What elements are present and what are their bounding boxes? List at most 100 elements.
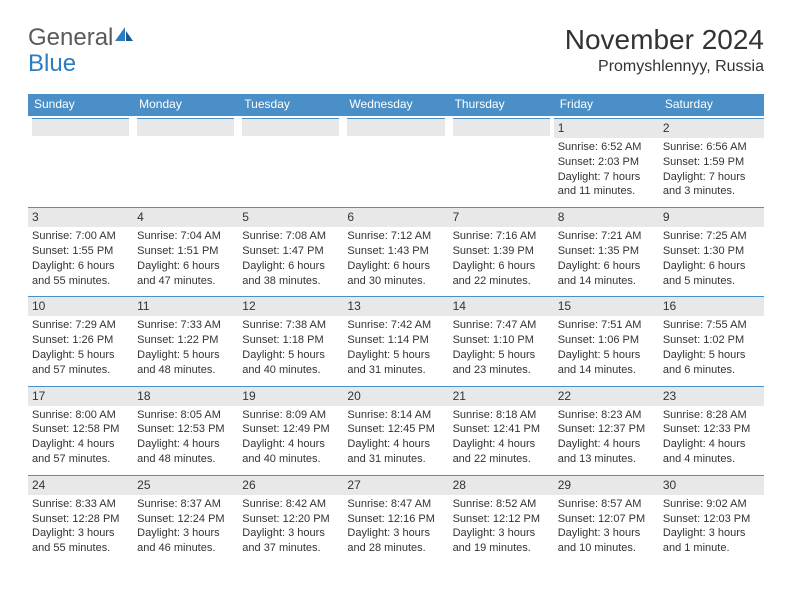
day-cell: 9Sunrise: 7:25 AMSunset: 1:30 PMDaylight… [659,205,764,294]
day-info: Sunrise: 8:09 AMSunset: 12:49 PMDaylight… [242,408,339,467]
sunset-text: Sunset: 1:55 PM [32,244,129,259]
location: Promyshlennyy, Russia [565,58,764,76]
week-row: 1 Sunrise: 6:52 AMSunset: 2:03 PMDaylight… [28,116,764,205]
daylight-text: Daylight: 4 hours and 4 minutes. [663,437,760,467]
week-row: 24 Sunrise: 8:33 AMSunset: 12:28 PMDaylig… [28,473,764,562]
day-number: 2 [663,121,670,135]
sunset-text: Sunset: 12:03 PM [663,512,760,527]
day-number: 15 [558,299,571,313]
day-cell: 11Sunrise: 7:33 AMSunset: 1:22 PMDayligh… [133,294,238,383]
sunrise-text: Sunrise: 8:33 AM [32,497,129,512]
day-cell: 12Sunrise: 7:38 AMSunset: 1:18 PMDayligh… [238,294,343,383]
daylight-text: Daylight: 6 hours and 14 minutes. [558,259,655,289]
sunset-text: Sunset: 12:33 PM [663,422,760,437]
daylight-text: Daylight: 3 hours and 46 minutes. [137,526,234,556]
day-number-row: 18 [133,386,238,406]
empty-daynum-spacer [242,118,339,136]
logo-text-general: General [28,24,113,52]
day-number: 5 [242,210,249,224]
day-cell-empty [238,116,343,205]
day-number-row: 26 [238,475,343,495]
day-number: 10 [32,299,45,313]
day-cell: 13Sunrise: 7:42 AMSunset: 1:14 PMDayligh… [343,294,448,383]
empty-daynum-spacer [453,118,550,136]
day-number-row: 24 [28,475,133,495]
day-number: 12 [242,299,255,313]
day-number-row: 16 [659,296,764,316]
daylight-text: Daylight: 6 hours and 5 minutes. [663,259,760,289]
sunrise-text: Sunrise: 8:18 AM [453,408,550,423]
day-info: Sunrise: 7:16 AMSunset: 1:39 PMDaylight:… [453,229,550,288]
sunset-text: Sunset: 12:24 PM [137,512,234,527]
day-info: Sunrise: 7:04 AMSunset: 1:51 PMDaylight:… [137,229,234,288]
sunrise-text: Sunrise: 7:08 AM [242,229,339,244]
sunset-text: Sunset: 12:12 PM [453,512,550,527]
sunrise-text: Sunrise: 8:47 AM [347,497,444,512]
week-row: 17Sunrise: 8:00 AMSunset: 12:58 PMDaylig… [28,384,764,473]
day-cell: 25Sunrise: 8:37 AMSunset: 12:24 PMDaylig… [133,473,238,562]
day-header: Tuesday [238,94,343,116]
sunset-text: Sunset: 12:58 PM [32,422,129,437]
sunrise-text: Sunrise: 9:02 AM [663,497,760,512]
day-number: 13 [347,299,360,313]
day-info: Sunrise: 7:29 AMSunset: 1:26 PMDaylight:… [32,318,129,377]
day-headers-row: SundayMondayTuesdayWednesdayThursdayFrid… [28,94,764,116]
day-header: Thursday [449,94,554,116]
sunset-text: Sunset: 1:43 PM [347,244,444,259]
sunset-text: Sunset: 1:59 PM [663,155,760,170]
day-cell-empty [133,116,238,205]
week-row: 10 Sunrise: 7:29 AMSunset: 1:26 PMDayligh… [28,294,764,383]
day-number: 24 [32,478,45,492]
sunset-text: Sunset: 1:26 PM [32,333,129,348]
day-number-row: 21 [449,386,554,406]
day-number-row: 5 [238,207,343,227]
day-number: 6 [347,210,354,224]
day-number: 26 [242,478,255,492]
day-number: 27 [347,478,360,492]
day-cell: 18 Sunrise: 8:05 AMSunset: 12:53 PMDaylig… [133,384,238,473]
day-number-row: 29 [554,475,659,495]
sunrise-text: Sunrise: 7:04 AM [137,229,234,244]
sunset-text: Sunset: 12:07 PM [558,512,655,527]
day-number-row: 23 [659,386,764,406]
sunrise-text: Sunrise: 8:42 AM [242,497,339,512]
day-number: 19 [242,389,255,403]
day-header: Monday [133,94,238,116]
daylight-text: Daylight: 3 hours and 28 minutes. [347,526,444,556]
day-number: 18 [137,389,150,403]
day-cell: 14Sunrise: 7:47 AMSunset: 1:10 PMDayligh… [449,294,554,383]
day-info: Sunrise: 6:52 AMSunset: 2:03 PMDaylight:… [558,140,655,199]
sunrise-text: Sunrise: 8:23 AM [558,408,655,423]
day-number-row: 28 [449,475,554,495]
daylight-text: Daylight: 5 hours and 14 minutes. [558,348,655,378]
sunrise-text: Sunrise: 6:56 AM [663,140,760,155]
day-info: Sunrise: 8:33 AMSunset: 12:28 PMDaylight… [32,497,129,556]
day-number-row: 4 [133,207,238,227]
day-number-row: 6 [343,207,448,227]
sunrise-text: Sunrise: 7:47 AM [453,318,550,333]
day-cell: 26Sunrise: 8:42 AMSunset: 12:20 PMDaylig… [238,473,343,562]
daylight-text: Daylight: 3 hours and 19 minutes. [453,526,550,556]
daylight-text: Daylight: 6 hours and 55 minutes. [32,259,129,289]
day-info: Sunrise: 8:05 AMSunset: 12:53 PMDaylight… [137,408,234,467]
day-number-row: 13 [343,296,448,316]
sunset-text: Sunset: 1:06 PM [558,333,655,348]
day-number: 23 [663,389,676,403]
day-number-row: 8 [554,207,659,227]
calendar: SundayMondayTuesdayWednesdayThursdayFrid… [28,94,764,562]
day-number-row: 19 [238,386,343,406]
day-number-row: 1 [554,118,659,138]
day-cell-empty [28,116,133,205]
sunset-text: Sunset: 1:14 PM [347,333,444,348]
daylight-text: Daylight: 5 hours and 48 minutes. [137,348,234,378]
day-cell: 17Sunrise: 8:00 AMSunset: 12:58 PMDaylig… [28,384,133,473]
day-number-row: 14 [449,296,554,316]
sunset-text: Sunset: 12:53 PM [137,422,234,437]
daylight-text: Daylight: 3 hours and 10 minutes. [558,526,655,556]
day-cell: 1 Sunrise: 6:52 AMSunset: 2:03 PMDaylight… [554,116,659,205]
sunrise-text: Sunrise: 7:38 AM [242,318,339,333]
day-number: 20 [347,389,360,403]
sunrise-text: Sunrise: 8:57 AM [558,497,655,512]
day-number: 1 [558,121,565,135]
day-cell-empty [449,116,554,205]
